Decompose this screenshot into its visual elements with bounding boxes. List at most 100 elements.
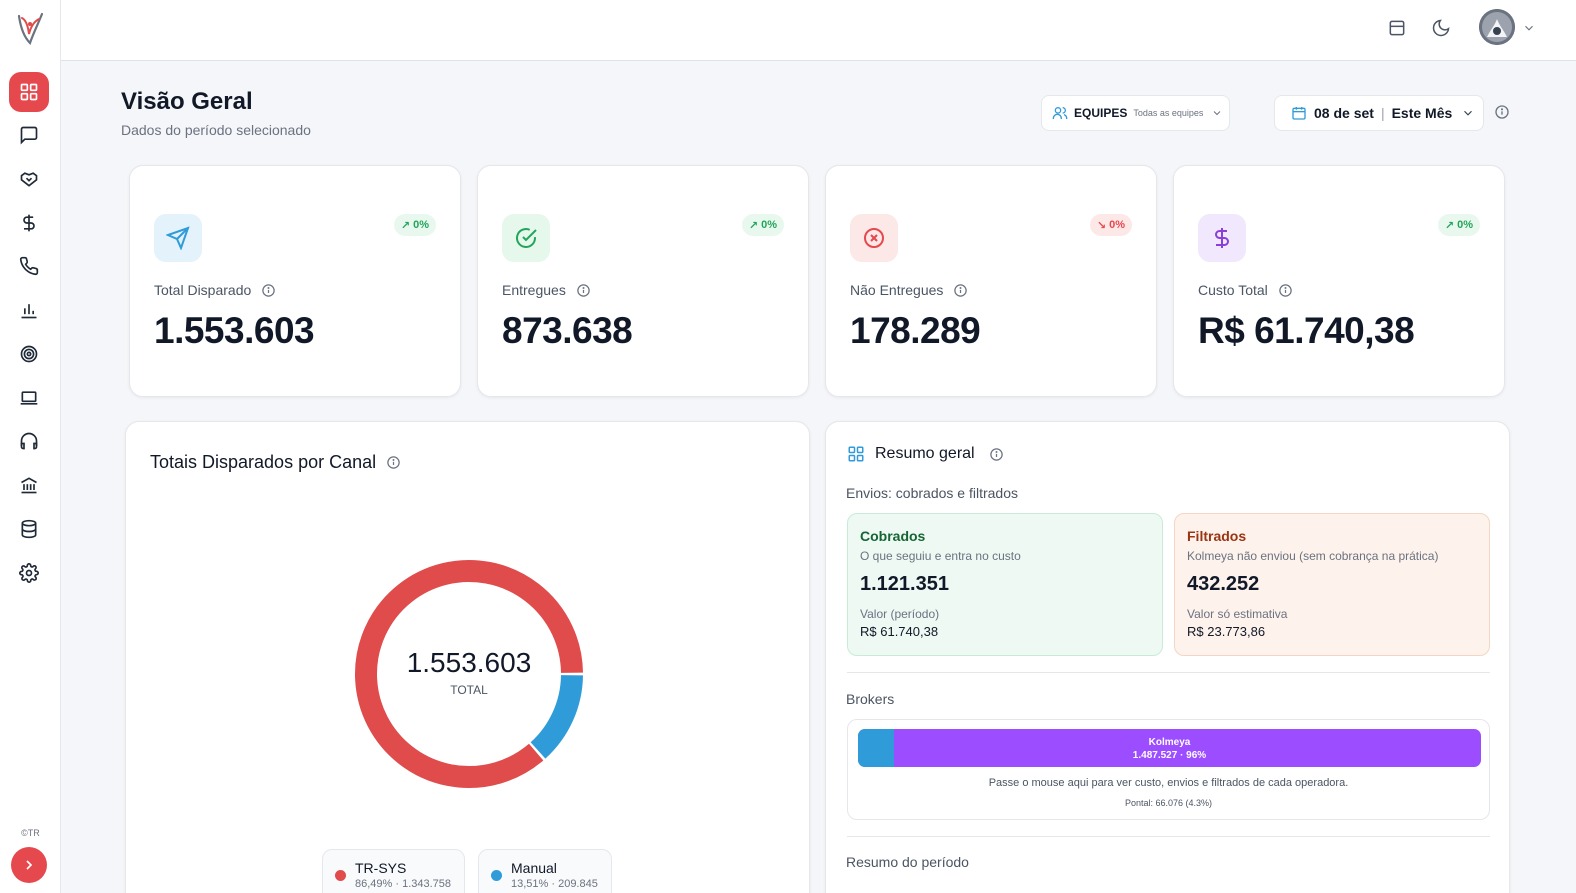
- stat-label-text: Não Entregues: [850, 282, 944, 298]
- date-separator: |: [1380, 105, 1385, 121]
- user-menu-chevron[interactable]: [1522, 21, 1536, 35]
- moon-icon: [1432, 19, 1450, 37]
- nav-messages[interactable]: [9, 115, 49, 155]
- donut-slice-tr-sys[interactable]: [355, 560, 583, 788]
- envios-label: Envios: cobrados e filtrados: [846, 485, 1018, 501]
- info-icon[interactable]: [261, 283, 276, 298]
- trend-value: 0%: [1109, 219, 1125, 231]
- date-range-picker[interactable]: 08 de set | Este Mês: [1274, 95, 1484, 131]
- broker-segment-pontal[interactable]: [858, 729, 894, 767]
- nav-bank[interactable]: [9, 465, 49, 505]
- info-icon[interactable]: [953, 283, 968, 298]
- stat-label: Entregues: [502, 282, 591, 298]
- handshake-icon: [20, 172, 38, 187]
- broker-name: Kolmeya: [1148, 737, 1191, 748]
- brokers-card[interactable]: Kolmeya 1.487.527 · 96% Passe o mouse aq…: [847, 719, 1490, 820]
- donut-total-value: 1.553.603: [406, 647, 532, 678]
- channels-title-text: Totais Disparados por Canal: [150, 452, 377, 472]
- info-icon: [1495, 105, 1509, 119]
- stat-label: Não Entregues: [850, 282, 968, 298]
- calendar-icon: [1292, 107, 1306, 120]
- chat-icon: [20, 126, 38, 145]
- info-icon[interactable]: [989, 447, 1004, 462]
- cobrados-card: Cobrados O que seguiu e entra no custo 1…: [847, 513, 1163, 656]
- stat-icon-wrap: [154, 214, 202, 262]
- nav-deals[interactable]: [9, 159, 49, 199]
- broker-detail: 1.487.527 · 96%: [1132, 750, 1207, 761]
- chevron-down-icon: [1464, 110, 1473, 116]
- stat-card-custo-total: ↗ 0% Custo Total R$ 61.740,38: [1173, 165, 1505, 397]
- nav-dashboard[interactable]: [9, 72, 49, 112]
- broker-share-bar[interactable]: Kolmeya 1.487.527 · 96%: [858, 729, 1481, 767]
- stat-value: 1.553.603: [154, 310, 315, 351]
- dollar-icon: [1215, 228, 1229, 248]
- x-circle-icon: [864, 228, 884, 248]
- stat-icon-wrap: [1198, 214, 1246, 262]
- nav-support[interactable]: [9, 421, 49, 461]
- channels-donut-chart[interactable]: [353, 558, 585, 790]
- stat-value: 178.289: [850, 310, 981, 351]
- stat-card-total-disparado: ↗ 0% Total Disparado 1.553.603: [129, 165, 461, 397]
- legend-item-tr-sys[interactable]: TR-SYS 86,49% · 1.343.758: [322, 849, 465, 893]
- layout-icon: [1389, 20, 1405, 36]
- send-icon: [166, 226, 190, 250]
- headphones-icon: [20, 432, 38, 450]
- cobrados-value-amount: R$ 61.740,38: [860, 624, 939, 639]
- info-icon[interactable]: [1278, 283, 1293, 298]
- divider: [847, 672, 1490, 673]
- nav-reports[interactable]: [9, 290, 49, 330]
- channels-panel: Totais Disparados por Canal 1.553.603 TO…: [125, 421, 810, 893]
- legend-detail: 86,49% · 1.343.758: [355, 878, 452, 890]
- settings-icon: [19, 563, 39, 583]
- teams-label: EQUIPES: [1074, 106, 1128, 120]
- filtrados-card: Filtrados Kolmeya não enviou (sem cobran…: [1174, 513, 1490, 656]
- trend-value: 0%: [761, 219, 777, 231]
- teams-value: Todas as equipes: [1133, 108, 1204, 118]
- nav-finance[interactable]: [9, 203, 49, 243]
- users-icon: [1052, 107, 1068, 119]
- divider: [847, 836, 1490, 837]
- period-value: Este Mês: [1391, 105, 1453, 121]
- theme-toggle-button[interactable]: [1431, 18, 1451, 38]
- dollar-icon: [23, 214, 35, 232]
- filtrados-value-amount: R$ 23.773,86: [1187, 624, 1266, 639]
- chevron-down-icon: [1525, 25, 1533, 31]
- cobrados-title: Cobrados: [860, 528, 926, 544]
- stat-label-text: Total Disparado: [154, 282, 252, 298]
- period-summary-label: Resumo do período: [846, 854, 969, 870]
- broker-hint: Passe o mouse aqui para ver custo, envio…: [988, 777, 1349, 789]
- donut-slice-manual[interactable]: [530, 674, 583, 759]
- brokers-label: Brokers: [846, 691, 895, 707]
- trend-down-icon: ↘: [1096, 219, 1107, 232]
- brand-logo-icon[interactable]: [13, 10, 47, 46]
- legend-item-manual[interactable]: Manual 13,51% · 209.845: [478, 849, 612, 893]
- chevron-right-icon: [26, 860, 33, 870]
- nav-goals[interactable]: [9, 334, 49, 374]
- teams-filter-dropdown[interactable]: EQUIPES Todas as equipes: [1041, 95, 1230, 131]
- filtrados-value-label: Valor só estimativa: [1187, 607, 1288, 621]
- bar-chart-icon: [21, 304, 37, 319]
- page-title: Visão Geral: [121, 88, 253, 115]
- laptop-icon: [20, 391, 38, 405]
- copyright-text: ©TR: [21, 828, 40, 838]
- nav-calls[interactable]: [9, 246, 49, 286]
- sidebar: ©TR: [0, 0, 61, 893]
- filtrados-desc: Kolmeya não enviou (sem cobrança na prát…: [1187, 549, 1439, 563]
- broker-bar-label: Kolmeya 1.487.527 · 96%: [858, 736, 1481, 762]
- nav-settings[interactable]: [9, 553, 49, 593]
- trend-up-icon: ↗: [748, 219, 759, 232]
- expand-sidebar-button[interactable]: [11, 847, 47, 883]
- topbar: [61, 0, 1576, 61]
- stat-icon-wrap: [502, 214, 550, 262]
- info-icon[interactable]: [386, 455, 401, 470]
- user-avatar[interactable]: [1479, 9, 1515, 45]
- nav-devices[interactable]: [9, 378, 49, 418]
- nav-database[interactable]: [9, 509, 49, 549]
- filtrados-title: Filtrados: [1187, 528, 1247, 544]
- cobrados-value-label: Valor (período): [860, 607, 940, 621]
- layout-toggle-button[interactable]: [1387, 18, 1407, 38]
- legend-dot: [335, 870, 346, 881]
- period-info-button[interactable]: [1494, 104, 1510, 120]
- info-icon[interactable]: [576, 283, 591, 298]
- date-value: 08 de set: [1314, 105, 1374, 121]
